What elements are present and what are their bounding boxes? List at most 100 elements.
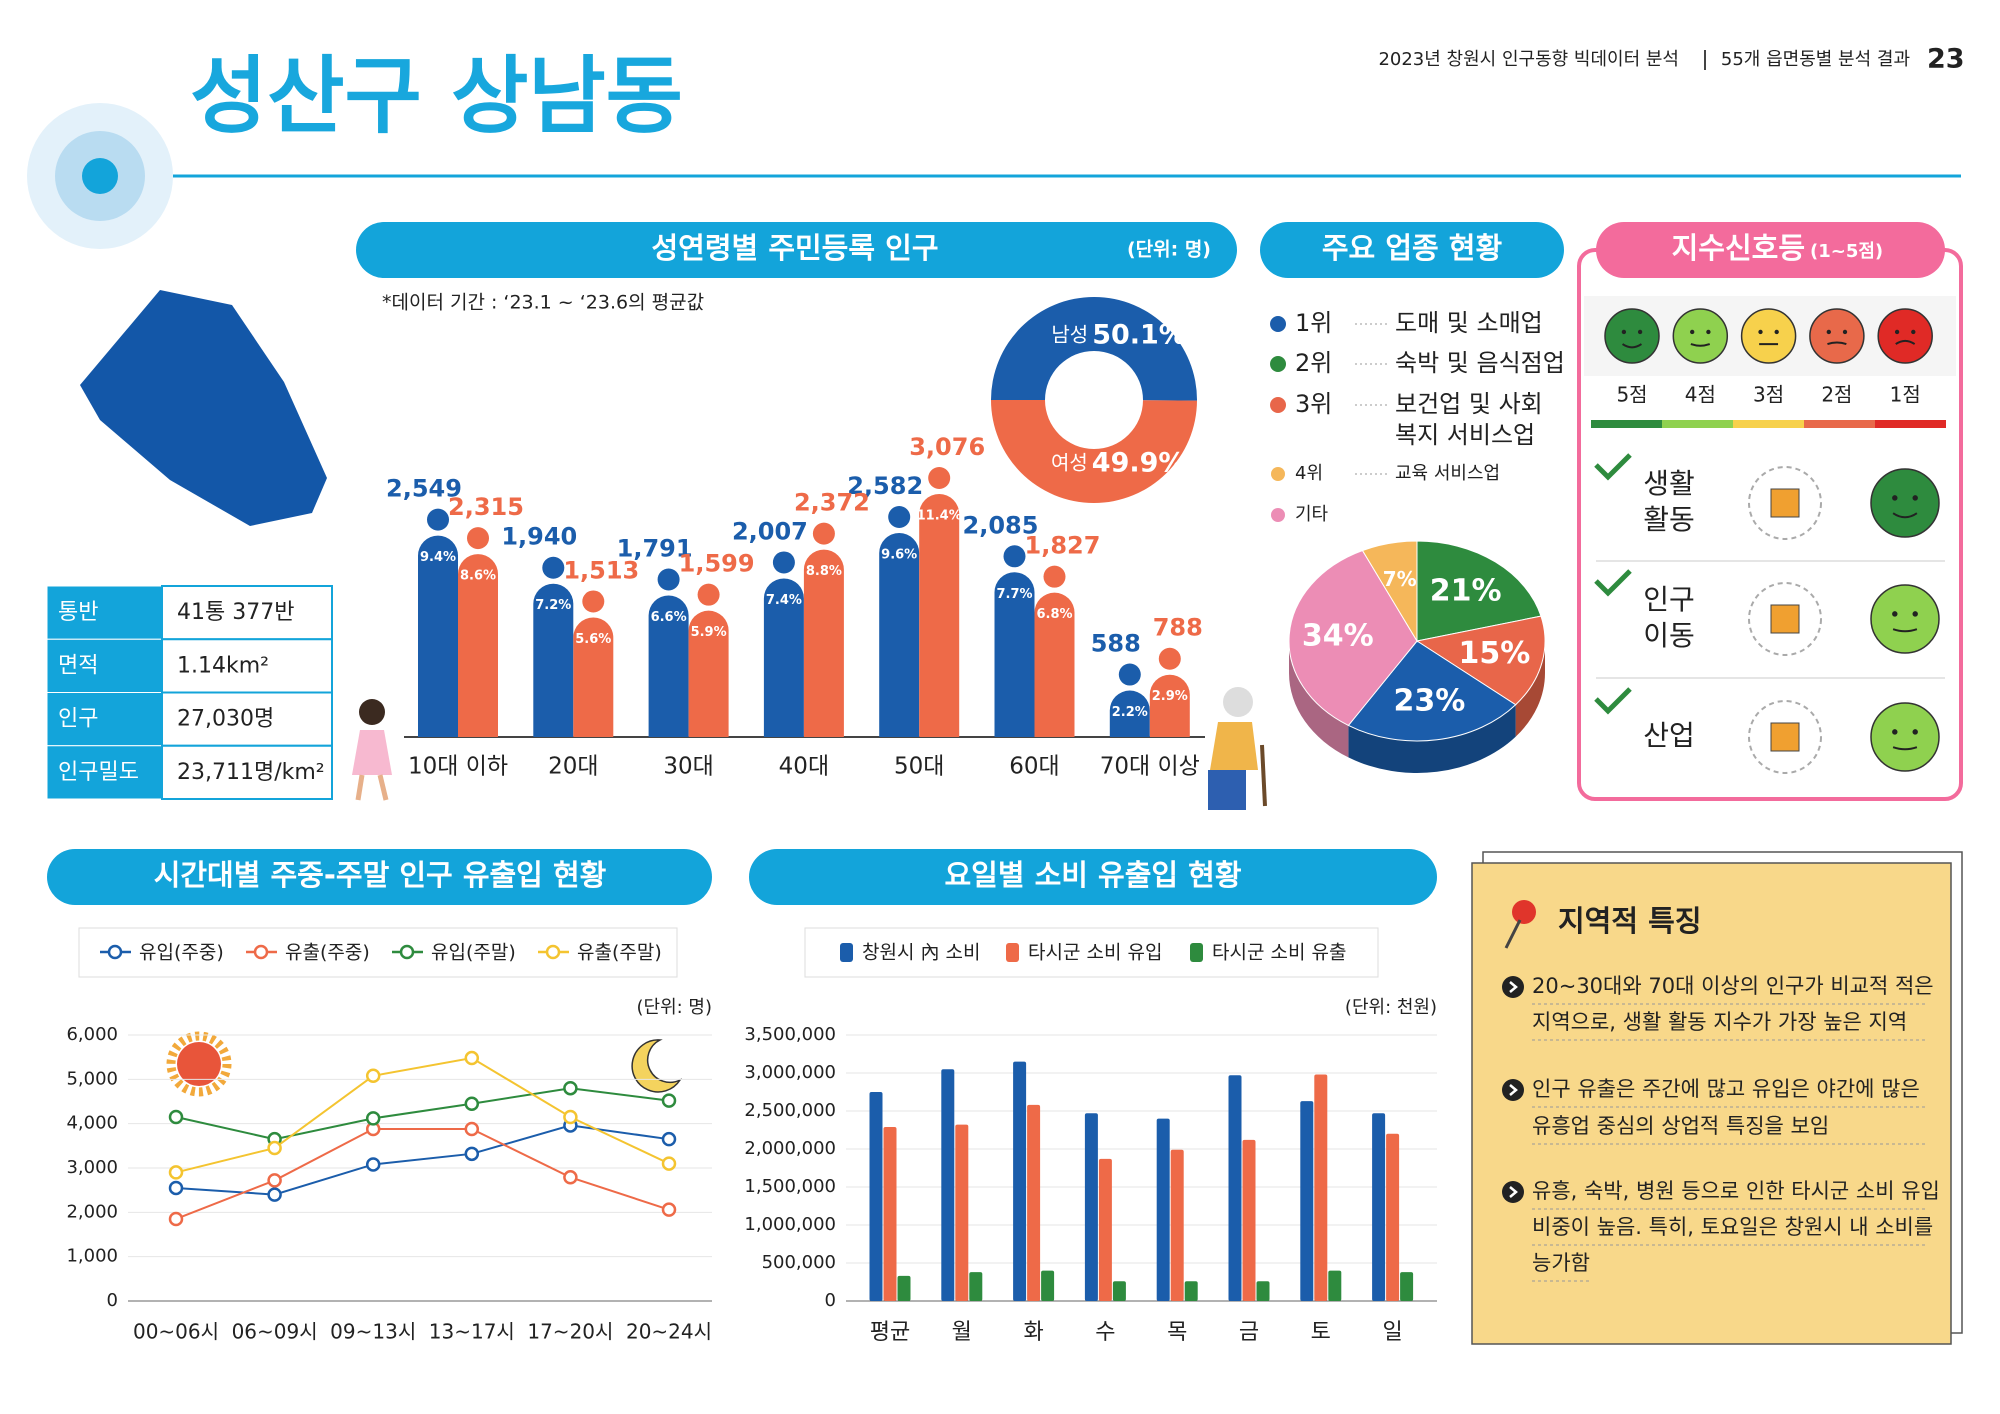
point	[563, 1170, 578, 1185]
bar	[869, 1092, 883, 1301]
y-tick-label: 3,500,000	[744, 1024, 836, 1045]
district-map	[80, 290, 327, 526]
legend-label: 보건업 및 사회	[1395, 390, 1543, 418]
legend-label: 타시군 소비 유출	[1212, 942, 1346, 964]
value-label: 2,372	[794, 489, 870, 517]
panel-title: 요일별 소비 유출입 현황	[944, 858, 1241, 892]
scale-bar	[1804, 420, 1875, 428]
donut-slice	[991, 296, 1197, 401]
bar	[1034, 592, 1075, 737]
legend-swatch	[1006, 943, 1019, 962]
face	[1870, 584, 1940, 654]
pie-side	[1348, 704, 1516, 774]
face-disc	[1672, 308, 1729, 364]
x-tick-label: 60대	[1009, 754, 1059, 780]
pie-label: 21%	[1430, 574, 1502, 609]
point	[661, 1093, 677, 1108]
point	[464, 1050, 480, 1066]
face-eye	[1912, 611, 1918, 617]
share-label: 7.4%	[766, 593, 802, 608]
share-label: 9.4%	[420, 550, 456, 565]
face-mouth	[1895, 339, 1916, 345]
face-disc	[1809, 308, 1865, 364]
bar	[803, 549, 844, 737]
legend-dot	[1271, 508, 1285, 522]
bar	[1300, 1101, 1314, 1301]
moon	[631, 1039, 683, 1093]
point	[661, 1131, 677, 1147]
face-eye	[1842, 329, 1848, 335]
table-cell	[161, 638, 333, 694]
note: *데이터 기간 : ‘23.1 ~ ‘23.6의 평균값	[382, 292, 704, 314]
point	[661, 1202, 677, 1217]
x-tick-label: 30대	[663, 754, 713, 780]
x-tick-label: 화	[1023, 1320, 1043, 1345]
bar	[941, 1069, 955, 1301]
bar	[897, 1275, 911, 1301]
line	[175, 1056, 670, 1174]
point	[563, 1109, 578, 1125]
legend-marker	[545, 944, 561, 960]
bar	[1386, 1133, 1400, 1301]
bar	[1149, 674, 1190, 737]
face-eye	[1774, 329, 1779, 335]
signal-label: 활동	[1643, 503, 1695, 536]
scale-label: 4점	[1685, 383, 1716, 407]
legend-label: 유출(주말)	[577, 942, 662, 964]
point	[563, 1080, 578, 1096]
legend-dot	[1270, 397, 1286, 413]
legend-rank: 3위	[1295, 390, 1332, 418]
value-label: 2,085	[963, 511, 1039, 539]
y-tick-label: 500,000	[762, 1252, 836, 1273]
x-tick-label: 20대	[548, 754, 598, 780]
table-text: 27,030명	[177, 707, 274, 732]
value-label: 1,599	[679, 550, 755, 578]
line	[175, 1087, 670, 1141]
value-label: 2,582	[847, 472, 923, 500]
face-eye	[1912, 729, 1918, 735]
check	[1594, 453, 1632, 481]
signal-label: 생활	[1643, 467, 1695, 500]
bar-head	[657, 568, 680, 591]
y-tick-label: 3,000	[66, 1157, 118, 1178]
bar	[969, 1272, 983, 1301]
share-label: 6.8%	[1036, 607, 1072, 622]
share-label: 9.6%	[881, 548, 917, 563]
face-disc	[1604, 308, 1660, 364]
donut-value: 49.9%	[1092, 447, 1186, 478]
x-tick-label: 수	[1095, 1320, 1115, 1345]
feature-text: 능가함	[1532, 1251, 1590, 1275]
legend-label: 교육 서비스업	[1395, 463, 1500, 484]
face-eye	[1826, 329, 1831, 335]
panel-header	[1260, 222, 1564, 278]
bar	[1084, 1113, 1098, 1301]
donut-value: 50.1%	[1092, 320, 1186, 351]
y-tick-label: 2,000	[66, 1201, 118, 1222]
bar	[1184, 1281, 1198, 1301]
legend-label: 유입(주말)	[431, 942, 516, 964]
scale-bar	[1662, 420, 1733, 428]
legend-label: 유입(주중)	[139, 942, 224, 964]
scale-bar	[1591, 420, 1662, 428]
face-disc	[1870, 702, 1940, 772]
line	[175, 1124, 670, 1196]
panel-subtitle: (1~5점)	[1810, 241, 1883, 262]
bar-head	[1158, 647, 1181, 670]
share-label: 11.4%	[917, 508, 962, 523]
bar	[1242, 1139, 1256, 1301]
bar	[1013, 1061, 1027, 1301]
y-tick-label: 6,000	[66, 1024, 118, 1045]
x-tick-label: 17~20시	[527, 1320, 613, 1344]
scale-label: 3점	[1753, 383, 1784, 407]
table-head-cell	[46, 638, 163, 693]
feature-text: 유흥업 중심의 상업적 특징을 보임	[1532, 1114, 1829, 1138]
bar	[1372, 1113, 1386, 1301]
y-tick-label: 1,500,000	[744, 1176, 836, 1197]
share-label: 8.8%	[806, 564, 842, 579]
share-label: 5.9%	[691, 625, 727, 640]
bar	[688, 610, 729, 737]
x-tick-label: 20~24시	[626, 1320, 712, 1344]
table-text: 23,711명/km²	[177, 760, 325, 785]
face-eye	[1892, 611, 1898, 617]
bar	[1400, 1272, 1414, 1301]
